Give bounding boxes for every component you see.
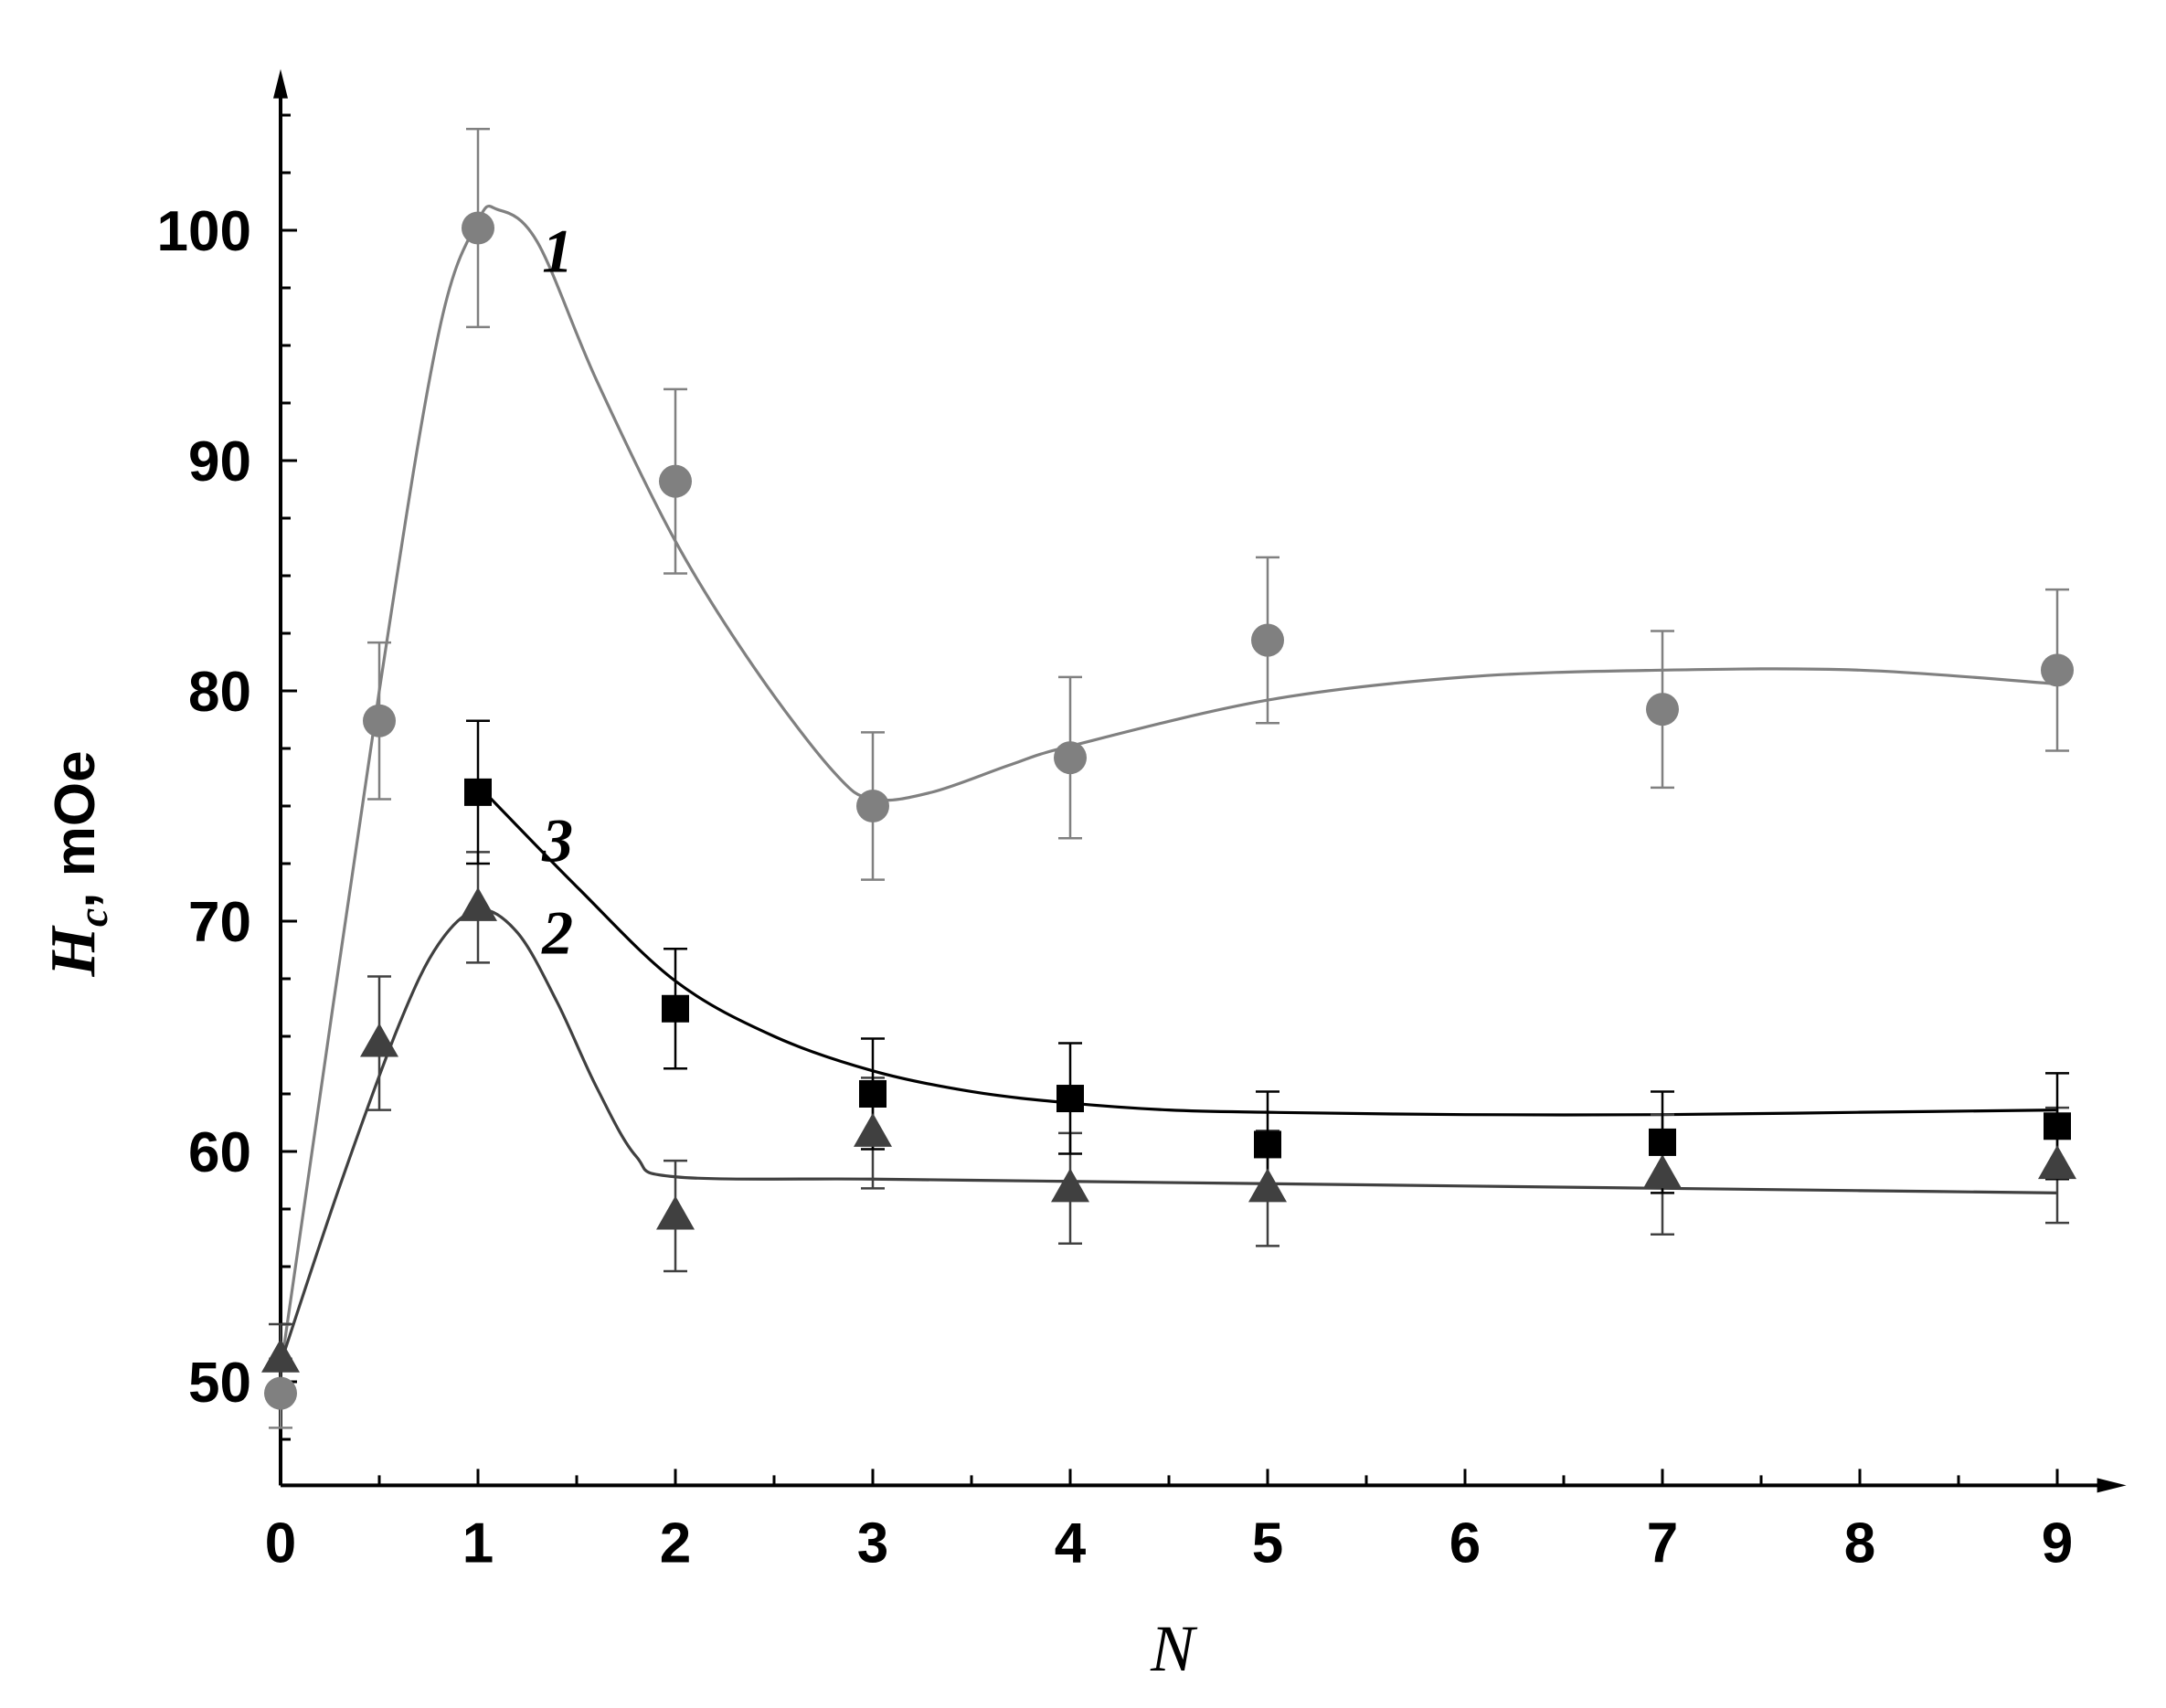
series-1-point	[264, 1376, 297, 1410]
series-2-point	[459, 886, 497, 921]
series-1-fit-curve	[279, 205, 2058, 1371]
series-2-point	[2038, 1145, 2076, 1180]
y-axis-title-subscript: c	[69, 908, 116, 927]
x-tick-label: 7	[1647, 1512, 1678, 1575]
series-3-point	[1056, 1085, 1084, 1113]
y-tick-label: 50	[188, 1352, 251, 1415]
y-axis-title: Hc, mOe	[38, 750, 116, 977]
series-3-point	[1649, 1128, 1676, 1156]
series-3-curve-label: 3	[541, 805, 573, 875]
y-tick-label: 80	[188, 661, 251, 724]
series-3-fit-curve	[476, 784, 2058, 1117]
series-1-point	[1646, 693, 1679, 727]
y-tick-label: 70	[188, 891, 251, 954]
x-axis-arrow	[2097, 1478, 2127, 1493]
series-2-fit-curve	[279, 907, 2058, 1364]
series-1-point	[363, 704, 396, 737]
x-tick-label: 4	[1055, 1512, 1087, 1575]
y-tick-label: 100	[157, 200, 251, 263]
fit-curves	[279, 205, 2058, 1371]
y-tick-label: 60	[188, 1121, 251, 1184]
x-tick-label: 8	[1844, 1512, 1875, 1575]
y-axis-title-main: H	[38, 925, 109, 978]
series-2-point	[1248, 1168, 1287, 1203]
series-2-point	[1643, 1154, 1682, 1189]
series-2-point	[854, 1112, 892, 1147]
series-1-point	[2041, 653, 2074, 687]
x-tick-label: 5	[1252, 1512, 1283, 1575]
series-3-point	[1254, 1130, 1281, 1159]
x-tick-label: 6	[1449, 1512, 1481, 1575]
series-2-point	[360, 1023, 398, 1057]
series-3-point	[2044, 1112, 2071, 1140]
data-markers	[261, 211, 2076, 1410]
y-axis-title-unit: , mOe	[44, 750, 107, 907]
series-1-point	[856, 790, 889, 822]
series-3-point	[662, 994, 689, 1023]
y-tick-label: 90	[188, 430, 251, 493]
series-1-point	[1054, 741, 1087, 775]
series-2-point	[261, 1338, 300, 1373]
x-tick-label: 2	[660, 1512, 691, 1575]
x-tick-label: 9	[2042, 1512, 2073, 1575]
x-tick-label: 3	[857, 1512, 888, 1575]
error-bars	[269, 127, 2069, 1429]
x-axis-title: N	[1150, 1612, 1198, 1685]
series-3-point	[464, 778, 492, 806]
series-2-curve-label: 2	[541, 897, 573, 967]
series-1-point	[1251, 623, 1284, 657]
series-1-curve-label: 1	[542, 216, 573, 285]
curve-labels: 1 2 3	[541, 216, 573, 967]
series-2-point	[656, 1195, 695, 1230]
series-3-point	[859, 1080, 887, 1108]
series-1-point	[462, 211, 494, 245]
series-2-point	[1051, 1168, 1089, 1203]
axes: 0 1 2 3 4 5 6 7 8 9 50 60 70 80 90 100	[157, 69, 2127, 1575]
y-axis-arrow	[273, 69, 288, 99]
x-tick-label: 0	[265, 1512, 296, 1575]
x-tick-label: 1	[462, 1512, 494, 1575]
series-1-point	[659, 464, 692, 498]
